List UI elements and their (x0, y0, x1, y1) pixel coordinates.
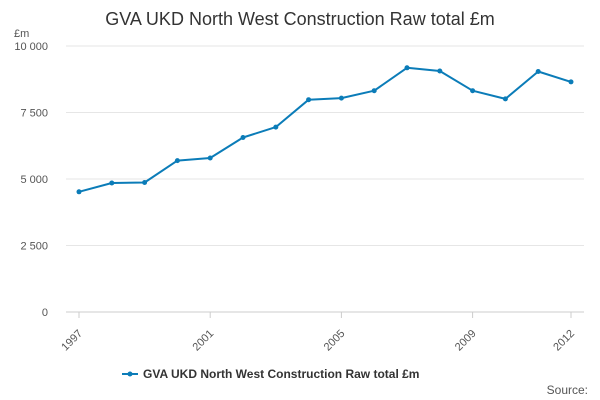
data-point[interactable] (207, 155, 213, 161)
series-line[interactable] (78, 66, 572, 193)
series-layer (76, 65, 574, 195)
data-point[interactable] (502, 96, 508, 102)
data-point[interactable] (240, 135, 246, 140)
y-tick-label: 7 500 (20, 108, 48, 120)
data-point[interactable] (568, 79, 574, 85)
data-point[interactable] (470, 88, 476, 94)
y-axis-ticks: 0 2 500 5 000 7 500 10 000 (14, 41, 48, 319)
data-point[interactable] (142, 180, 148, 185)
data-point[interactable] (306, 97, 312, 103)
y-tick-label: 2 500 (20, 241, 48, 253)
data-point[interactable] (338, 95, 344, 101)
data-point[interactable] (437, 68, 443, 74)
y-tick-label: 5 000 (20, 174, 48, 186)
x-axis-ticks: 1997 2001 2005 2009 2012 (59, 312, 577, 353)
legend[interactable]: GVA UKD North West Construction Raw tota… (122, 367, 419, 381)
x-tick-label: 2012 (551, 328, 577, 354)
legend-marker-swatch (127, 371, 133, 377)
source-label[interactable]: Source: (547, 383, 588, 397)
legend-label: GVA UKD North West Construction Raw tota… (143, 367, 419, 381)
y-tick-label: 10 000 (14, 41, 48, 53)
chart-title: GVA UKD North West Construction Raw tota… (105, 9, 494, 29)
data-point[interactable] (273, 124, 279, 130)
y-axis-unit-label: £m (14, 28, 29, 40)
data-point[interactable] (109, 180, 115, 186)
y-tick-label: 0 (42, 307, 48, 319)
data-point[interactable] (371, 88, 377, 94)
data-point[interactable] (535, 69, 541, 74)
data-point[interactable] (404, 65, 410, 71)
data-point[interactable] (76, 189, 82, 195)
x-tick-label: 2009 (453, 328, 479, 354)
gridlines (66, 45, 584, 246)
x-tick-label: 1997 (59, 328, 85, 354)
x-tick-label: 2005 (322, 328, 348, 354)
data-point[interactable] (174, 158, 180, 164)
x-tick-label: 2001 (191, 328, 217, 354)
